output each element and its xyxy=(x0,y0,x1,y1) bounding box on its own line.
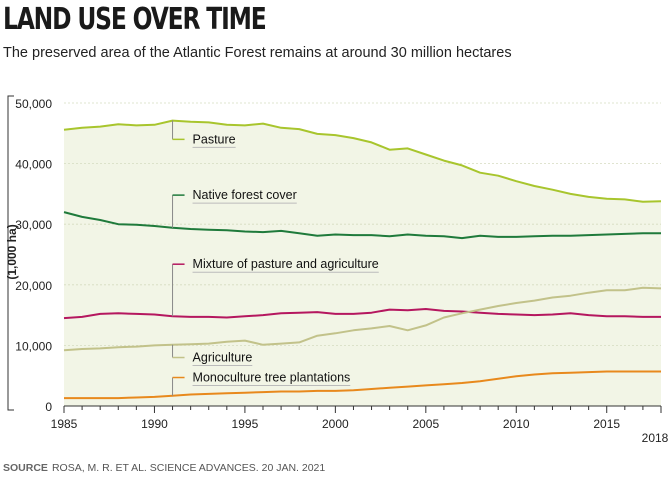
area-layer xyxy=(64,120,661,406)
y-tick-label: 30,000 xyxy=(15,218,52,232)
y-axis-label: (1,000 ha) xyxy=(5,224,19,279)
y-tick-label: 40,000 xyxy=(15,158,52,172)
series-line xyxy=(63,211,661,240)
chart-title: LAND USE OVER TIME xyxy=(3,2,267,37)
y-tick-label: 0 xyxy=(45,400,52,414)
y-tick-label: 20,000 xyxy=(15,279,52,293)
x-tick-label: 2015 xyxy=(593,417,620,431)
series-line xyxy=(63,308,661,320)
series-label: Pasture xyxy=(193,132,236,146)
x-tick-label: 2000 xyxy=(322,417,349,431)
x-tick-label: 1995 xyxy=(232,417,259,431)
y-tick-label: 50,000 xyxy=(15,97,52,111)
source-note: SOURCE ROSA, M. R. ET AL. SCIENCE ADVANCE… xyxy=(3,462,325,474)
source-label: SOURCE xyxy=(3,462,48,474)
series-label: Native forest cover xyxy=(193,188,297,202)
y-axis-bracket xyxy=(7,95,14,411)
axes-layer: 0 10,000 20,000 30,000 40,000 50,000 1985 1990 1… xyxy=(7,95,669,445)
series-line xyxy=(63,286,662,352)
series-label: Mixture of pasture and agriculture xyxy=(193,257,379,271)
series-label: Monoculture tree plantations xyxy=(193,371,351,385)
y-tick-label: 10,000 xyxy=(15,339,52,353)
x-tick-label: 2018 xyxy=(642,431,669,445)
series-line xyxy=(63,119,662,203)
area-fill xyxy=(64,120,661,406)
series-label-layer: Pasture Native forest cover Mixture of pas… xyxy=(172,120,379,396)
series-line xyxy=(64,370,661,400)
x-tick-label: 2010 xyxy=(503,417,530,431)
series-layer xyxy=(63,119,662,400)
x-tick-label: 2005 xyxy=(412,417,439,431)
grid-layer xyxy=(64,102,661,346)
x-tick-label: 1990 xyxy=(141,417,168,431)
series-label: Agriculture xyxy=(193,351,253,365)
chart-subtitle: The preserved area of the Atlantic Fores… xyxy=(3,45,512,61)
x-tick-label: 1985 xyxy=(51,417,78,431)
source-text: ROSA, M. R. ET AL. SCIENCE ADVANCES. 20 … xyxy=(51,462,326,474)
